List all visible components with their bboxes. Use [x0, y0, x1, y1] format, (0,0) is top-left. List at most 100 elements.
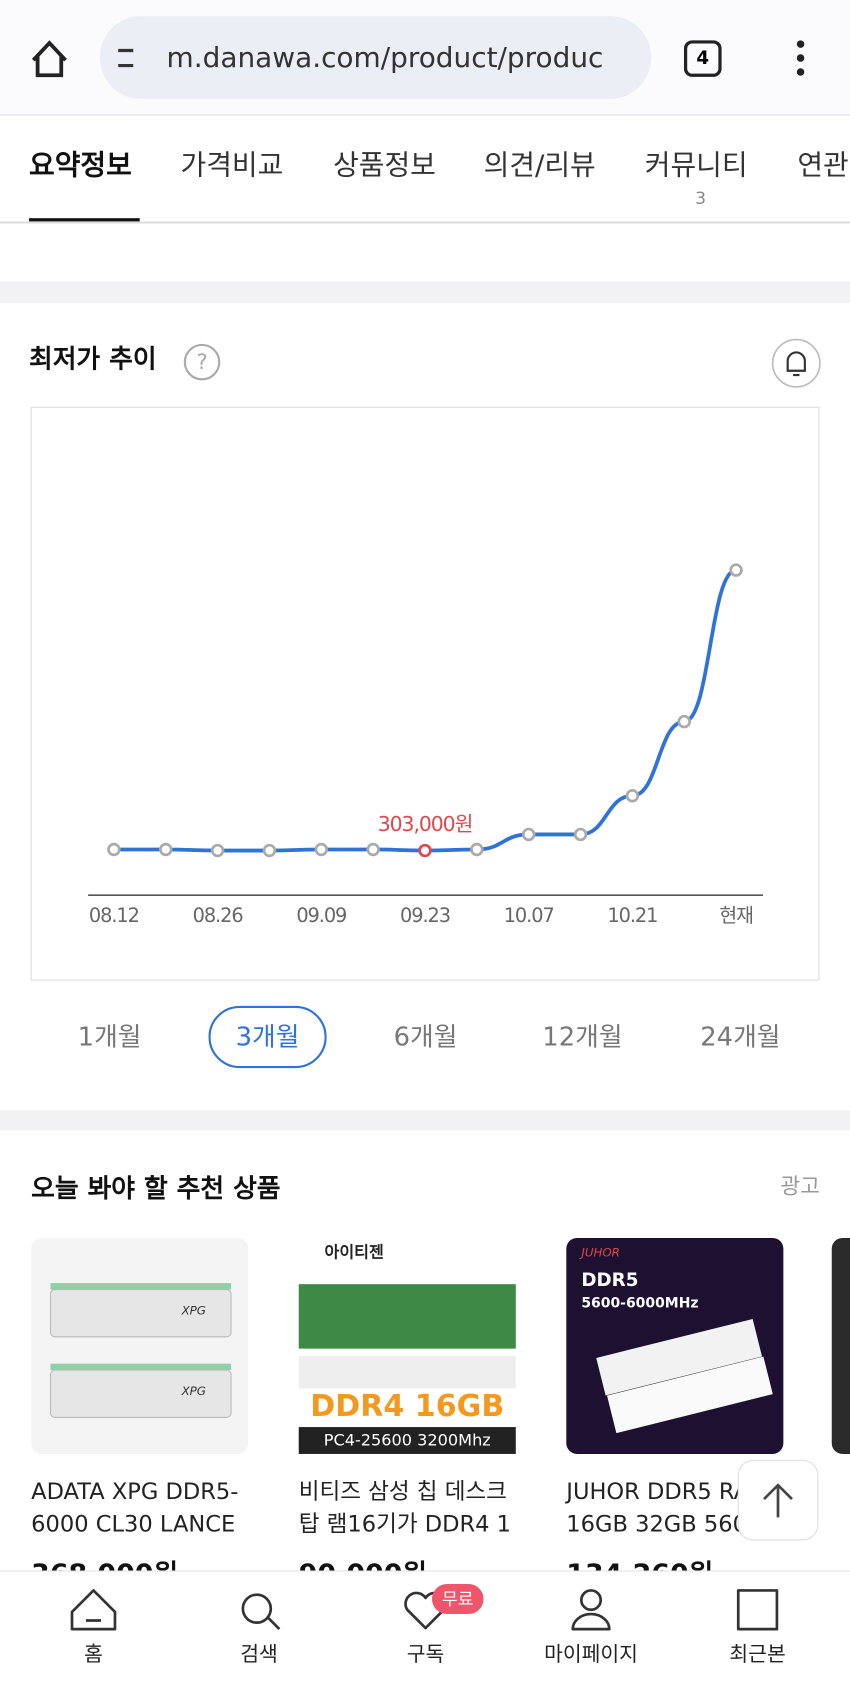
x-tick-label: 08.12	[89, 904, 139, 927]
period-button[interactable]: 12개월	[542, 1023, 622, 1053]
price-point	[625, 789, 640, 803]
product-name: 비티즈 삼성 칩 데스크	[299, 1479, 507, 1505]
x-tick-label: 10.07	[504, 904, 554, 927]
price-point	[418, 843, 432, 858]
value-label: 303,000원	[378, 812, 473, 836]
section-gap	[0, 281, 850, 304]
image-text: PC4-25600 3200Mhz	[324, 1431, 491, 1450]
nav-icon	[241, 1593, 281, 1631]
period-button[interactable]: 3개월	[236, 1023, 300, 1053]
period-selected	[208, 1005, 327, 1069]
price-point	[159, 842, 173, 857]
x-tick-label: 09.23	[400, 904, 450, 927]
image-text: 5600-6000MHz	[581, 1295, 698, 1311]
price-point	[210, 843, 225, 858]
price-point	[729, 563, 743, 577]
x-tick-label: 08.26	[193, 904, 244, 927]
price-point	[314, 842, 329, 857]
nav-label: 최근본	[729, 1642, 785, 1666]
image-band	[298, 1427, 516, 1454]
price-point	[470, 842, 484, 857]
tab[interactable]: 가격비교	[181, 149, 284, 182]
product-image[interactable]	[831, 1237, 850, 1454]
price-point	[573, 827, 588, 842]
nav-item[interactable]: 최근본	[729, 1589, 786, 1666]
image-text: JUHOR	[579, 1245, 620, 1259]
ram-stick	[298, 1284, 516, 1349]
product-price: 90,000원	[299, 1559, 427, 1590]
image-text: DDR5	[581, 1270, 638, 1291]
chart-frame	[30, 406, 820, 981]
nav-label: 구독	[407, 1642, 445, 1666]
url: m.danawa.com/product/produc	[167, 41, 604, 74]
home-button[interactable]	[31, 40, 67, 78]
product-name: 탑 램16기가 DDR4 1	[299, 1511, 511, 1537]
tab[interactable]: 의견/리뷰	[484, 149, 596, 182]
menu-button[interactable]	[796, 40, 805, 76]
nav-badge-text: 무료	[442, 1590, 474, 1610]
section-title: 오늘 봐야 할 추천 상품	[31, 1174, 280, 1204]
product-price: 134,260원	[566, 1559, 713, 1590]
nav-badge	[431, 1583, 484, 1615]
product-name: JUHOR DDR5 RA	[564, 1479, 749, 1505]
product-card[interactable]: JUHOR DDR5 5600-6000MHz JUHOR DDR5 RA 16GB 3…	[564, 1237, 784, 1590]
image-text: XPG	[181, 1384, 206, 1398]
image-band	[298, 1356, 516, 1389]
price-point	[262, 843, 277, 858]
x-tick-label: 현재	[719, 904, 752, 927]
price-point	[366, 842, 380, 857]
tab-badge: 3	[695, 189, 706, 209]
nav-item[interactable]: 구독 무료	[404, 1583, 484, 1666]
period-button[interactable]: 6개월	[394, 1023, 458, 1053]
url-bar[interactable]	[99, 16, 652, 99]
product-name: 6000 CL30 LANCE	[31, 1511, 235, 1537]
product-card[interactable]: 아이티젠 DDR4 16GB PC4-25600 3200Mhz 비티즈 삼성 칩 데…	[298, 1237, 516, 1590]
product-name: 16GB 32GB 5600	[566, 1511, 761, 1537]
section-title: 최저가 추이	[29, 345, 157, 375]
period-button[interactable]: 24개월	[700, 1023, 780, 1053]
alert-button[interactable]	[771, 338, 821, 388]
rgb-strip	[50, 1283, 232, 1290]
price-point	[521, 827, 536, 842]
site-info-icon[interactable]	[118, 48, 134, 68]
nav-icon	[571, 1589, 611, 1631]
period-button[interactable]: 1개월	[78, 1023, 142, 1053]
product-image	[31, 1237, 249, 1454]
nav-label: 홈	[84, 1642, 103, 1666]
section-gap	[0, 1110, 850, 1131]
nav-item[interactable]: 홈	[70, 1589, 117, 1666]
tab[interactable]: 상품정보	[333, 149, 436, 182]
help-icon[interactable]: ?	[183, 343, 221, 381]
tab-count: 4	[696, 48, 709, 69]
image-text: XPG	[181, 1304, 206, 1318]
tab[interactable]: 연관	[797, 149, 848, 182]
product-card[interactable]: XPG XPG ADATA XPG DDR5- 6000 CL30 LANCE 368,…	[31, 1237, 249, 1590]
tab-switcher[interactable]	[683, 40, 722, 77]
nav-label: 검색	[240, 1642, 278, 1666]
price-point	[107, 842, 121, 857]
price-point	[677, 714, 691, 729]
ram-stick	[596, 1318, 763, 1396]
image-text: 아이티젠	[325, 1242, 384, 1261]
active-tab-underline	[29, 218, 140, 223]
nav-label: 마이페이지	[544, 1642, 638, 1666]
ad-label: 광고	[780, 1174, 820, 1199]
svg-text:?: ?	[196, 350, 207, 375]
scroll-top-button[interactable]	[737, 1459, 819, 1541]
rgb-strip	[50, 1363, 232, 1371]
product-name: ADATA XPG DDR5-	[31, 1479, 238, 1505]
product-price: 368,000원	[31, 1559, 178, 1590]
tab[interactable]: 요약정보	[29, 149, 132, 182]
ram-stick	[607, 1356, 773, 1434]
price-line	[113, 568, 737, 853]
nav-icon	[70, 1589, 117, 1631]
x-tick-label: 09.09	[296, 904, 346, 927]
nav-item[interactable]: 마이페이지	[544, 1589, 638, 1666]
tab[interactable]: 커뮤니티	[645, 149, 748, 182]
x-tick-label: 10.21	[607, 904, 657, 927]
image-text: DDR4 16GB	[310, 1389, 504, 1424]
nav-icon	[736, 1589, 779, 1631]
nav-item[interactable]: 검색	[240, 1593, 281, 1666]
